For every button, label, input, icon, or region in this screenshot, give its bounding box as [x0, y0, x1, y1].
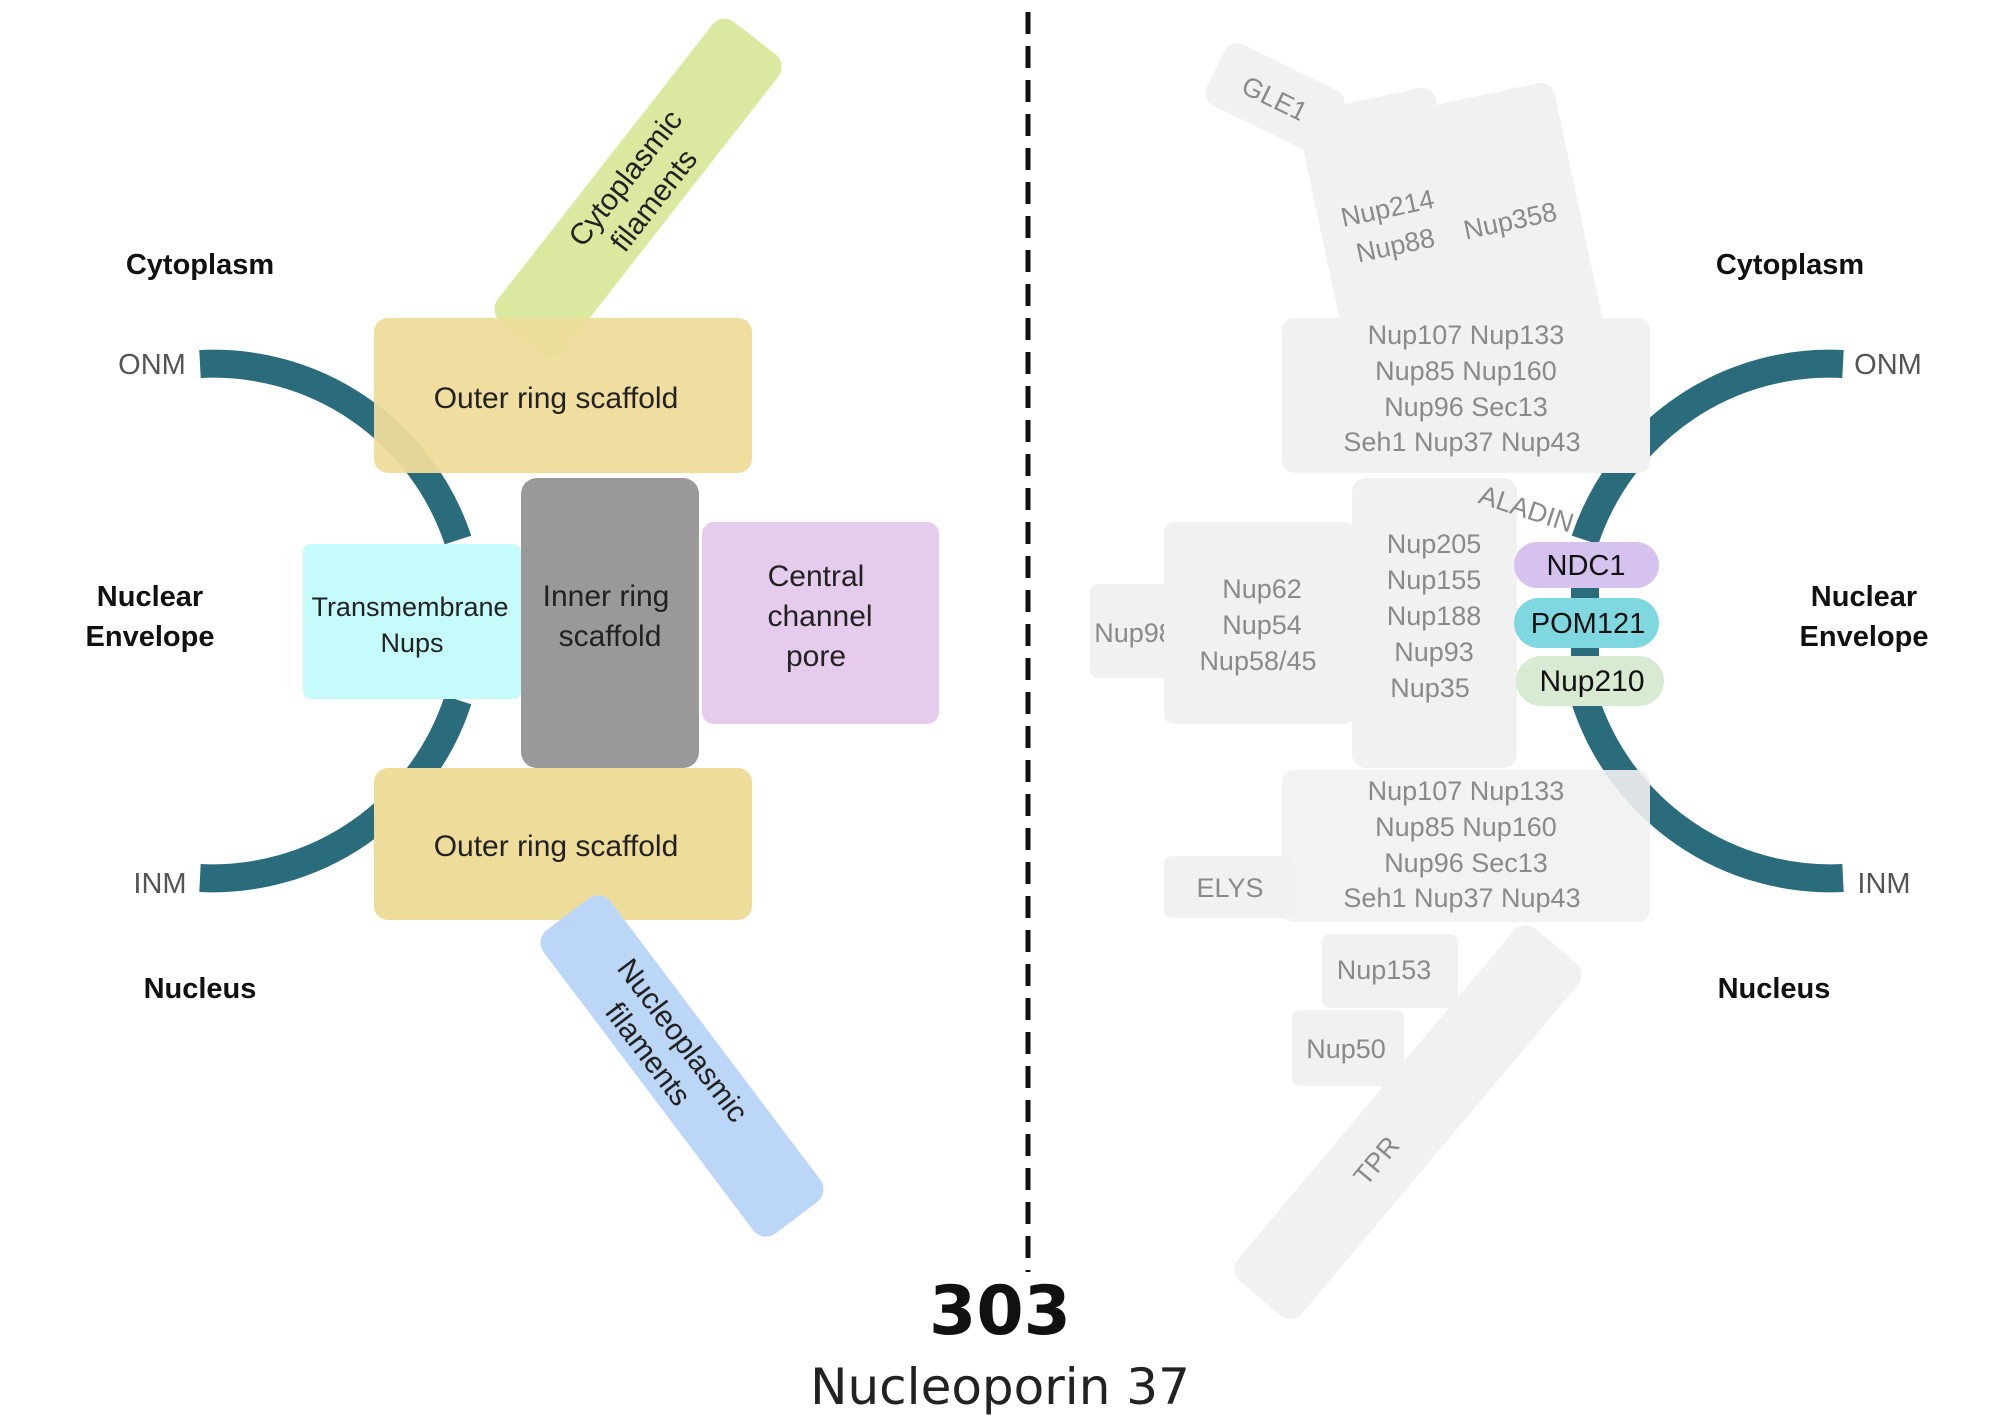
ndc1-label: NDC1: [1547, 550, 1626, 582]
right-outer-ring-bottom: Nup107 Nup133 Nup85 Nup160 Nup96 Sec13 S…: [1282, 770, 1650, 922]
inner-ring-label-1: Inner ring: [543, 580, 670, 613]
right-envelope-arc-bottom: [1571, 695, 1844, 893]
caption-number: 303: [929, 1272, 1071, 1351]
transmembrane-label-1: Transmembrane: [311, 592, 508, 622]
nup50-block: Nup50: [1292, 1010, 1404, 1086]
elys-label: ELYS: [1196, 873, 1263, 903]
nup358-block: Nup358: [1417, 82, 1603, 358]
caption-name: Nucleoporin 37: [810, 1358, 1190, 1416]
envelope-arc-bottom: [199, 695, 472, 893]
left-inm-label: INM: [133, 868, 186, 900]
tpr-block: TPR: [1234, 925, 1582, 1319]
nup210-pill: Nup210: [1516, 656, 1664, 706]
inner-line-2: Nup155: [1387, 565, 1482, 595]
right-panel: TPR GLE1 Nup214 Nup88 Nup358 Nup107 Nup1…: [1090, 43, 1929, 1319]
central-label-3: pore: [786, 640, 846, 673]
right-inm-label: INM: [1857, 868, 1910, 900]
inner-ring-label-2: scaffold: [559, 620, 662, 653]
pom121-pill: POM121: [1514, 598, 1659, 648]
outer-top-line-4: Seh1 Nup37 Nup43: [1343, 427, 1580, 457]
outer-ring-scaffold-top: Outer ring scaffold: [374, 318, 752, 473]
elys-block: ELYS: [1164, 856, 1294, 918]
right-cytoplasm-label: Cytoplasm: [1716, 249, 1864, 281]
cytoplasmic-filaments: Cytoplasmic filaments: [494, 18, 782, 358]
inner-line-5: Nup35: [1390, 673, 1470, 703]
left-panel: Cytoplasmic filaments Outer ring scaffol…: [86, 18, 939, 1237]
left-cytoplasm-label: Cytoplasm: [126, 249, 274, 281]
left-onm-label: ONM: [118, 349, 186, 381]
right-onm-label: ONM: [1854, 349, 1922, 381]
central-line-1: Nup62: [1222, 574, 1302, 604]
pom121-label: POM121: [1531, 608, 1645, 640]
outer-ring-top-label: Outer ring scaffold: [434, 382, 679, 415]
left-nuclear-label: Nuclear: [97, 581, 203, 613]
nup153-block: Nup153: [1322, 934, 1458, 1008]
left-envelope-label: Envelope: [86, 621, 215, 653]
transmembrane-nups: Transmembrane Nups: [303, 544, 521, 699]
right-nucleus-label: Nucleus: [1718, 973, 1831, 1005]
ndc1-pill: NDC1: [1514, 542, 1659, 588]
right-inner-block: Nup205 Nup155 Nup188 Nup93 Nup35: [1352, 478, 1517, 768]
right-central-block: Nup62 Nup54 Nup58/45: [1164, 522, 1354, 724]
nup153-label: Nup153: [1337, 955, 1432, 985]
outer-top-line-2: Nup85 Nup160: [1375, 356, 1557, 386]
right-envelope-label: Envelope: [1800, 621, 1929, 653]
nup210-label: Nup210: [1539, 665, 1644, 698]
nucleoplasmic-filaments: Nucleoplasmic filaments: [540, 895, 824, 1237]
outer-bottom-line-2: Nup85 Nup160: [1375, 812, 1557, 842]
inner-line-4: Nup93: [1394, 637, 1474, 667]
central-line-2: Nup54: [1222, 610, 1302, 640]
outer-bottom-line-1: Nup107 Nup133: [1368, 776, 1565, 806]
inner-line-1: Nup205: [1387, 529, 1482, 559]
inner-line-3: Nup188: [1387, 601, 1482, 631]
right-nuclear-label: Nuclear: [1811, 581, 1917, 613]
outer-bottom-line-3: Nup96 Sec13: [1384, 848, 1548, 878]
nup98-block: Nup98: [1090, 584, 1180, 678]
right-envelope-arc-top: [1571, 349, 1844, 545]
right-outer-ring-top: Nup107 Nup133 Nup85 Nup160 Nup96 Sec13 S…: [1282, 318, 1650, 473]
transmembrane-label-2: Nups: [380, 628, 443, 658]
outer-ring-bottom-label: Outer ring scaffold: [434, 830, 679, 863]
outer-bottom-line-4: Seh1 Nup37 Nup43: [1343, 883, 1580, 913]
nup98-label: Nup98: [1094, 618, 1174, 648]
outer-top-line-1: Nup107 Nup133: [1368, 320, 1565, 350]
central-channel-pore: Central channel pore: [702, 522, 939, 724]
envelope-arc-top: [199, 349, 472, 545]
outer-top-line-3: Nup96 Sec13: [1384, 392, 1548, 422]
nup50-label: Nup50: [1306, 1034, 1386, 1064]
outer-ring-scaffold-bottom: Outer ring scaffold: [374, 768, 752, 920]
inner-ring-scaffold: Inner ring scaffold: [521, 478, 699, 768]
left-nucleus-label: Nucleus: [144, 973, 257, 1005]
central-label-2: channel: [767, 600, 872, 633]
central-label-1: Central: [768, 560, 865, 593]
central-line-3: Nup58/45: [1199, 646, 1316, 676]
